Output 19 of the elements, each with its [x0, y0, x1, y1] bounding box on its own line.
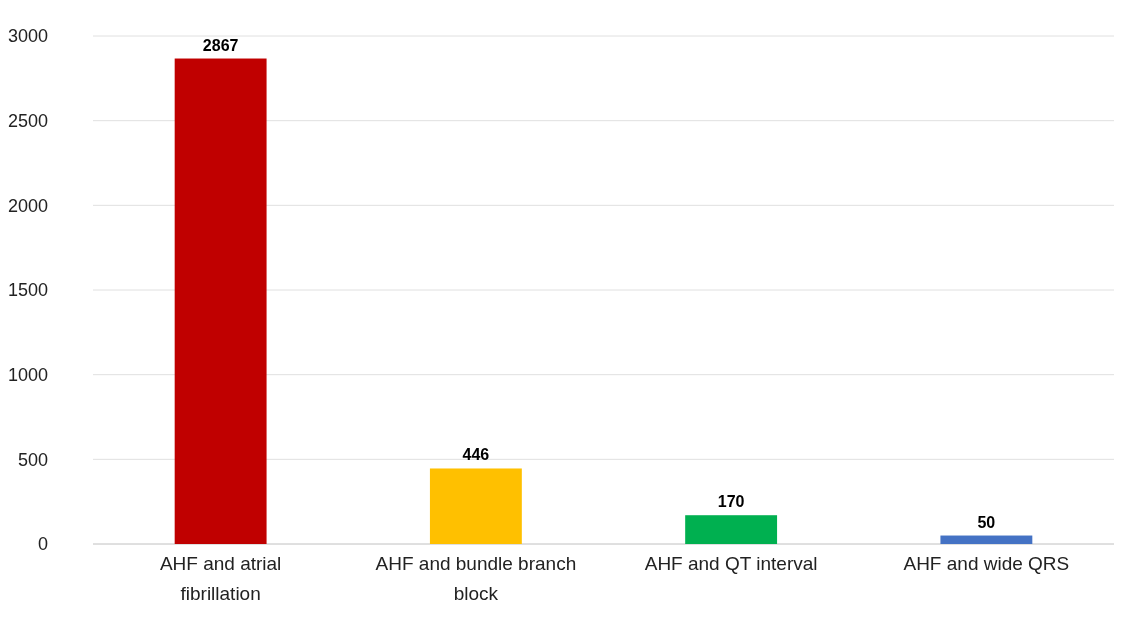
y-tick-label: 3000 — [7, 26, 48, 47]
x-tick-label: AHF and bundle branch block — [375, 553, 577, 604]
x-tick-label: AHF and QT interval — [644, 553, 818, 574]
bar — [174, 58, 267, 544]
x-tick-label: AHF and wide QRS — [903, 553, 1070, 574]
y-tick-label: 2000 — [7, 195, 48, 216]
bar — [940, 535, 1033, 544]
y-tick-label: 1000 — [7, 364, 48, 385]
bar — [685, 515, 778, 544]
data-label: 170 — [717, 493, 745, 511]
y-tick-label: 500 — [17, 449, 48, 470]
y-tick-label: 2500 — [7, 110, 48, 131]
x-tick-label: AHF and atrial fibrillation — [159, 553, 282, 604]
data-label: 50 — [977, 513, 996, 531]
data-label: 446 — [462, 446, 490, 464]
bar — [429, 468, 522, 544]
y-tick-label: 0 — [37, 534, 48, 555]
data-label: 2867 — [202, 36, 239, 54]
y-tick-label: 1500 — [7, 280, 48, 301]
